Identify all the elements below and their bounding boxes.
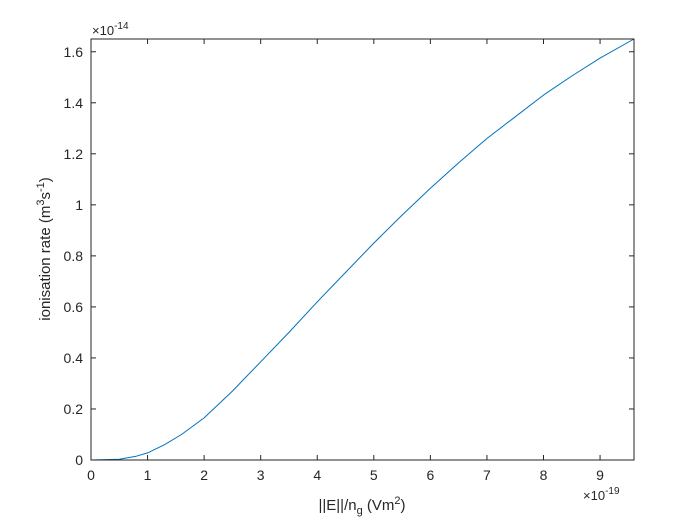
- x-tick-label: 6: [426, 467, 434, 483]
- y-tick-label: 0: [75, 452, 83, 468]
- x-tick-label: 3: [257, 467, 265, 483]
- x-tick-label: 4: [313, 467, 321, 483]
- y-tick-label: 0.8: [64, 248, 84, 264]
- y-axis-label: ionisation rate (m3s-1): [35, 177, 54, 320]
- y-tick-label: 0.4: [64, 350, 84, 366]
- x-tick-label: 7: [483, 467, 491, 483]
- y-tick-label: 1.2: [64, 146, 84, 162]
- y-tick-label: 0.2: [64, 401, 84, 417]
- series-lines: [90, 38, 635, 461]
- x-axis-multiplier: ×10-19: [583, 486, 620, 503]
- y-tick-label: 1: [75, 197, 83, 213]
- x-tick-label: 5: [370, 467, 378, 483]
- y-tick-label: 0.6: [64, 299, 84, 315]
- x-tick-label: 0: [87, 467, 95, 483]
- x-axis-label: ||E||/ng (Vm2): [318, 495, 405, 517]
- y-tick-label: 1.6: [64, 44, 84, 60]
- x-tick-label: 1: [144, 467, 152, 483]
- tick-marks: [90, 39, 634, 461]
- plot-background: [91, 39, 634, 460]
- x-tick-label: 9: [596, 467, 604, 483]
- x-tick-label: 2: [200, 467, 208, 483]
- x-tick-label: 8: [540, 467, 548, 483]
- y-tick-labels: 0 0.2 0.4 0.6 0.8 1 1.2 1.4 1.6: [64, 44, 84, 468]
- y-axis-multiplier: ×10-14: [92, 21, 129, 38]
- y-tick-label: 1.4: [64, 95, 84, 111]
- plot-area-border: [90, 38, 635, 461]
- x-tick-labels: 0 1 2 3 4 5 6 7 8 9: [87, 467, 604, 483]
- series-line: [90, 38, 635, 461]
